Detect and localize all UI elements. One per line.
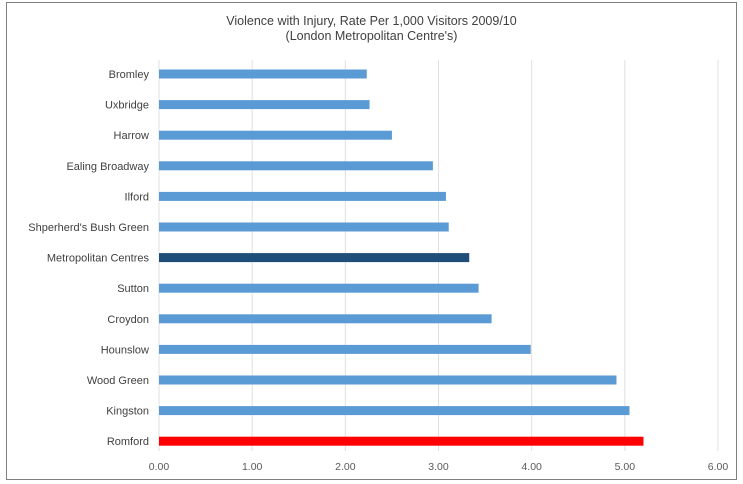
category-label: Shperherd's Bush Green	[28, 222, 149, 234]
x-tick-label: 0.00	[149, 461, 170, 473]
category-label: Bromley	[109, 69, 150, 81]
bar	[159, 130, 392, 140]
x-tick-label: 1.00	[242, 461, 263, 473]
bar	[159, 253, 470, 263]
chart-title-block: Violence with Injury, Rate Per 1,000 Vis…	[0, 14, 743, 44]
x-tick-labels: 0.00 1.00 2.00 3.00 4.00 5.00 6.00	[149, 461, 729, 473]
bar	[159, 406, 630, 416]
bar	[159, 191, 446, 201]
bar	[159, 283, 479, 293]
category-label: Wood Green	[87, 375, 149, 387]
category-label: Sutton	[117, 283, 149, 295]
chart-title: Violence with Injury, Rate Per 1,000 Vis…	[226, 14, 517, 28]
bars	[159, 69, 644, 446]
category-label: Metropolitan Centres	[47, 253, 150, 265]
bar	[159, 375, 617, 385]
category-label: Kingston	[106, 406, 149, 418]
chart-subtitle: (London Metropolitan Centre's)	[285, 29, 458, 43]
category-label: Uxbridge	[105, 100, 149, 112]
category-labels: Bromley Uxbridge Harrow Ealing Broadway Ilfo…	[28, 69, 149, 448]
bar	[159, 100, 370, 110]
bar	[159, 222, 449, 232]
bar	[159, 161, 433, 171]
x-tick-label: 5.00	[615, 461, 636, 473]
category-label: Romford	[107, 436, 149, 448]
category-label: Hounslow	[101, 344, 149, 356]
category-label: Harrow	[114, 130, 150, 142]
bar	[159, 436, 644, 446]
bar	[159, 314, 492, 324]
chart-frame	[6, 2, 737, 480]
x-tick-label: 6.00	[708, 461, 729, 473]
x-tick-label: 2.00	[335, 461, 356, 473]
bar	[159, 344, 531, 354]
x-tick-label: 4.00	[521, 461, 542, 473]
category-label: Ealing Broadway	[66, 161, 149, 173]
x-tick-label: 3.00	[428, 461, 449, 473]
bar	[159, 69, 367, 79]
category-label: Croydon	[107, 314, 149, 326]
category-label: Ilford	[125, 191, 149, 203]
